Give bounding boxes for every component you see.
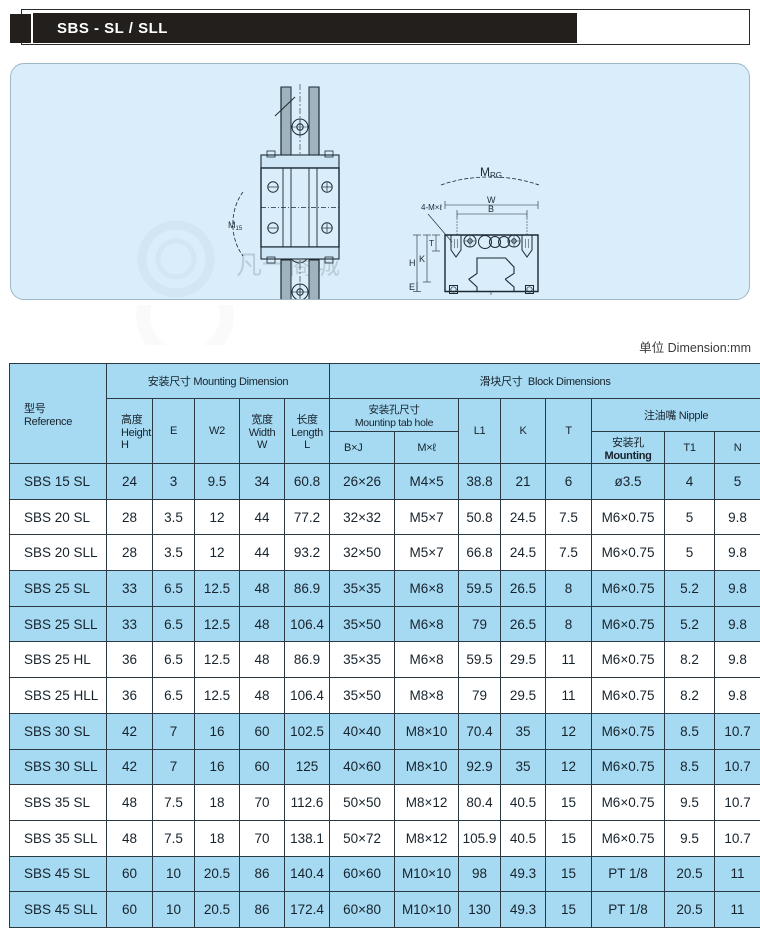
svg-text:K: K <box>419 254 425 264</box>
svg-text:B: B <box>488 204 494 214</box>
svg-text:H: H <box>409 258 416 268</box>
svg-text:T: T <box>429 238 434 248</box>
svg-text:E: E <box>409 282 415 292</box>
svg-text:M15: M15 <box>228 220 243 232</box>
svg-text:4-M×ℓ: 4-M×ℓ <box>421 203 442 212</box>
svg-text:MRG: MRG <box>480 165 502 180</box>
